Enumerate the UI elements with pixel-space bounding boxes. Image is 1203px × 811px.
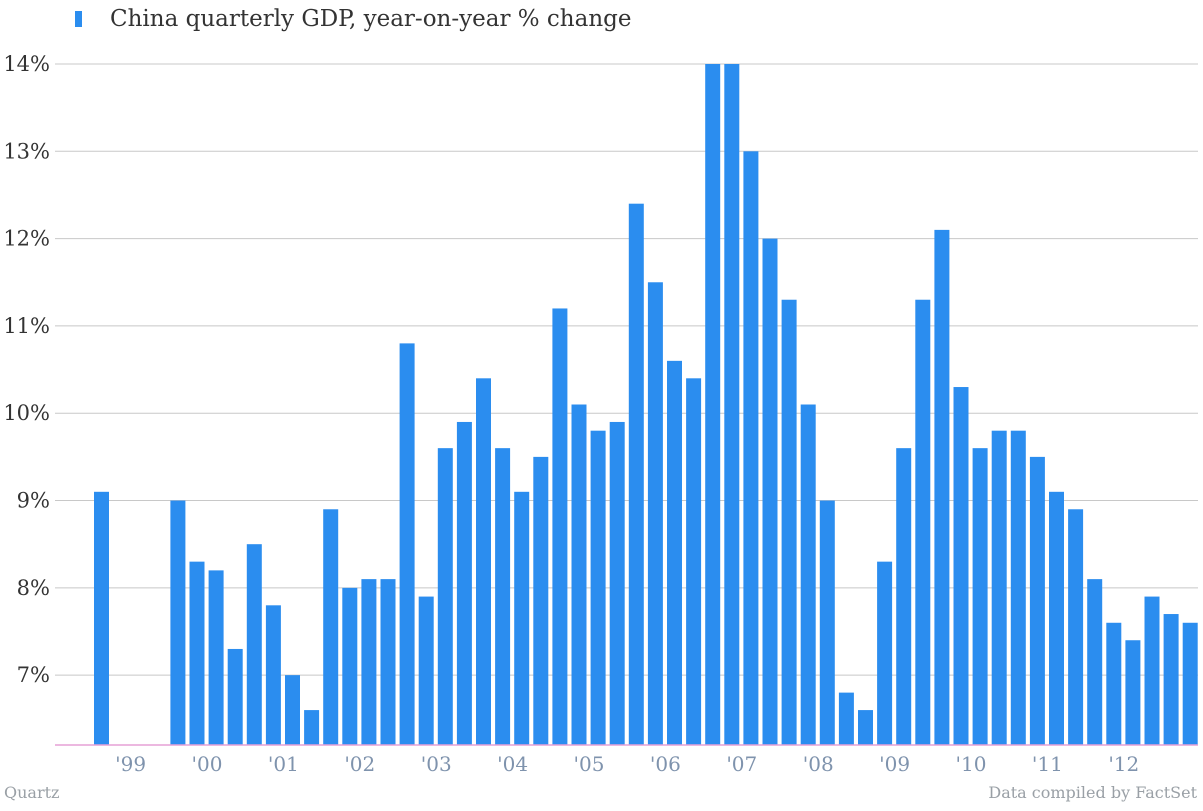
bar [1068,509,1084,745]
bar [495,448,511,745]
x-tick-label: '04 [497,752,528,776]
bar [1049,491,1064,745]
bar [571,404,587,745]
bar [896,448,912,745]
bar [285,675,300,745]
bar [399,343,415,745]
x-tick-label: '10 [956,752,987,776]
bar [647,282,663,745]
bar [552,308,568,745]
data-credit: Data compiled by FactSet [988,783,1197,802]
bar [781,299,797,745]
y-tick-label: 11% [3,314,50,338]
y-tick-label: 7% [17,663,50,687]
bar [590,430,606,745]
bar [991,430,1007,745]
y-tick-label: 13% [3,139,50,163]
x-tick-label: '09 [879,752,910,776]
bar [246,544,262,745]
x-tick-label: '08 [803,752,834,776]
bar [743,151,759,745]
x-tick-label: '01 [268,752,299,776]
y-tick-label: 10% [3,401,50,425]
bar [323,509,339,745]
bar [972,448,988,745]
x-tick-label: '05 [574,752,605,776]
bar [953,387,969,745]
bar [819,500,835,745]
bar [628,203,644,745]
bar [609,421,625,745]
bar [1106,622,1122,745]
bar [1125,640,1141,745]
x-tick-label: '11 [1032,752,1063,776]
bar [934,229,950,745]
bar [1087,579,1103,745]
bar [304,710,320,745]
bar [1182,622,1198,745]
bar [476,378,491,745]
x-tick-label: '06 [650,752,681,776]
bar [418,596,434,745]
bar [514,491,530,745]
y-tick-label: 8% [17,576,50,600]
legend-swatch [75,11,82,27]
x-tick-label: '00 [192,752,223,776]
bar [342,587,358,745]
bar [533,456,549,745]
bar [686,378,702,745]
x-tick-label: '03 [421,752,452,776]
bar [265,605,281,745]
bar [380,579,396,745]
x-tick-label: '99 [115,752,146,776]
bar [705,64,721,745]
bar [1029,456,1045,745]
bar [877,561,893,745]
bar [667,360,682,745]
y-tick-label: 9% [17,489,50,513]
bar [227,648,243,745]
x-tick-label: '07 [726,752,757,776]
bar [724,64,740,745]
bar [858,710,873,745]
bar [456,421,472,745]
source-credit: Quartz [4,783,60,802]
bar [762,238,778,745]
bar [189,561,205,745]
x-tick-label: '12 [1108,752,1139,776]
bar [800,404,816,745]
bar [1163,614,1179,745]
bar [94,491,109,745]
bar [838,692,854,745]
chart-legend: China quarterly GDP, year-on-year % chan… [75,4,631,34]
y-tick-label: 14% [3,52,50,76]
y-tick-label: 12% [3,227,50,251]
bar [208,570,224,745]
x-tick-label: '02 [344,752,375,776]
bar [1010,430,1026,745]
bar [915,299,931,745]
bar [1144,596,1160,745]
bar [437,448,453,745]
bar [170,500,186,745]
bar [361,579,377,745]
legend-label: China quarterly GDP, year-on-year % chan… [110,6,632,32]
